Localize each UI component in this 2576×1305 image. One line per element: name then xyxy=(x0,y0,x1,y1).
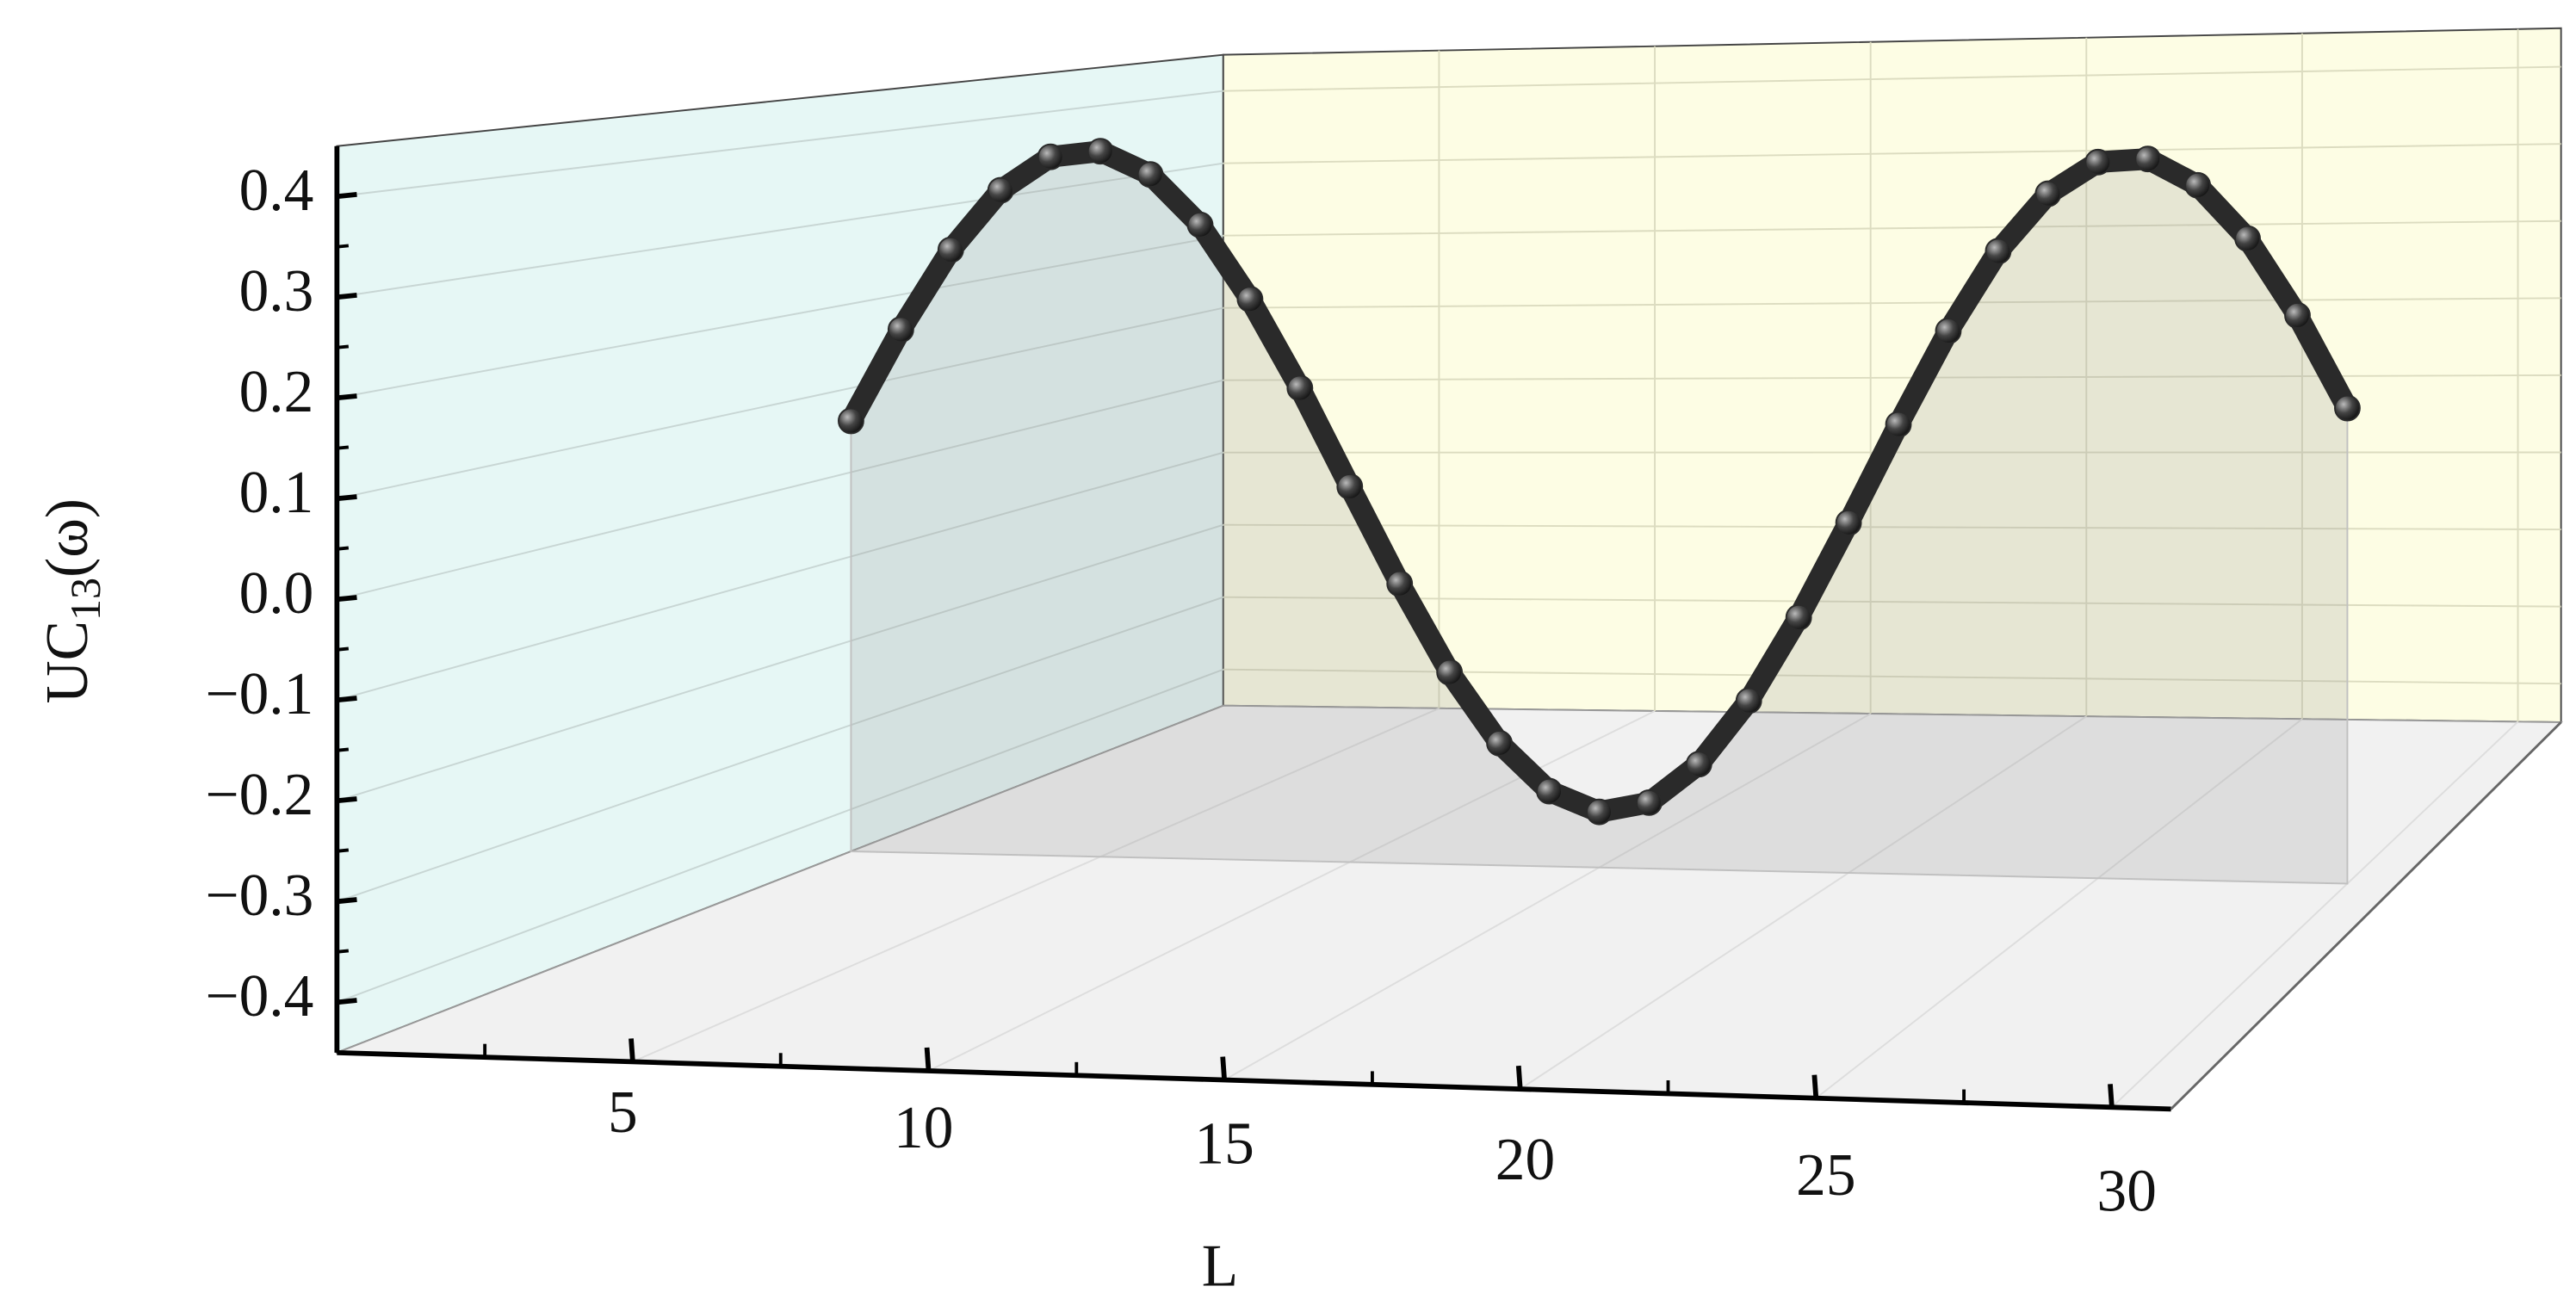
grid-line xyxy=(1520,715,2087,1090)
x-tick-label: 30 xyxy=(2097,1158,2157,1224)
x-tick xyxy=(1811,1074,1819,1098)
y-tick-label: 0.0 xyxy=(239,560,314,627)
data-point xyxy=(2184,171,2212,199)
x-tick-label: 5 xyxy=(608,1079,638,1146)
y-tick xyxy=(337,897,357,905)
y-tick xyxy=(337,494,357,502)
grid-line xyxy=(1223,297,2561,309)
y-label-tail: (ω) xyxy=(34,498,101,578)
y-label-main: UC xyxy=(34,621,101,703)
x-tick xyxy=(629,1038,635,1062)
y-tick xyxy=(337,192,357,200)
x-tick-label: 20 xyxy=(1495,1127,1555,1193)
data-point xyxy=(1136,161,1164,189)
grid-line xyxy=(632,707,1440,1063)
grid-line xyxy=(337,523,1224,802)
x-tick xyxy=(924,1047,932,1072)
data-point xyxy=(937,236,964,263)
y-tick xyxy=(337,393,357,401)
axes: −0.4 −0.3 −0.2 −0.1 0.0 0.1 0.2 0.3 0.4 5 10 15 20 25… xyxy=(205,158,2562,1224)
y-tick-label: 0.1 xyxy=(239,460,314,526)
data-point xyxy=(2134,145,2162,173)
grid-line xyxy=(1223,143,2561,164)
data-point xyxy=(1885,411,1912,438)
data-point xyxy=(1835,509,1862,536)
grid-line xyxy=(1223,220,2561,237)
y-tick xyxy=(337,293,357,300)
y-tick-label: 0.2 xyxy=(239,359,314,425)
y-tick xyxy=(337,796,357,804)
y-tick-label: −0.4 xyxy=(205,963,313,1030)
data-point xyxy=(1785,603,1812,631)
grid-line xyxy=(337,668,1224,1004)
grid-line xyxy=(337,90,1223,198)
data-point xyxy=(1087,138,1114,165)
y-minor-tick xyxy=(337,646,350,652)
grid-line xyxy=(337,162,1223,299)
data-point xyxy=(987,176,1014,204)
y-tick-label: −0.1 xyxy=(205,661,313,727)
grid-line xyxy=(1223,596,2561,608)
x-tick xyxy=(1220,1056,1228,1080)
x-tick-label: 15 xyxy=(1194,1110,1254,1177)
data-point xyxy=(1586,798,1613,826)
grid-line xyxy=(337,451,1224,702)
plot xyxy=(838,138,2361,885)
x-tick-label: 10 xyxy=(894,1095,953,1161)
data-point xyxy=(1186,211,1214,238)
x-axis-label: L xyxy=(1202,1233,1238,1299)
data-point xyxy=(1735,687,1762,714)
data-point xyxy=(1386,570,1414,597)
grid-line xyxy=(337,379,1224,601)
x-tick xyxy=(2108,1084,2115,1108)
grid-line xyxy=(337,234,1223,399)
y-axis-label: UC13(ω) xyxy=(34,498,109,704)
y-minor-tick xyxy=(337,445,350,450)
y-tick xyxy=(337,998,357,1005)
data-point xyxy=(838,407,864,435)
data-point xyxy=(2234,225,2261,252)
x-tick-label: 25 xyxy=(1796,1142,1855,1209)
grid-line xyxy=(337,596,1224,903)
data-point xyxy=(1336,473,1364,500)
y-tick xyxy=(337,595,357,603)
data-point xyxy=(1536,777,1563,805)
data-point xyxy=(887,316,914,343)
y-label-sub: 13 xyxy=(61,578,109,621)
y-tick-label: −0.3 xyxy=(205,863,313,929)
data-point xyxy=(1286,374,1314,402)
y-minor-tick xyxy=(337,546,350,551)
x-tick xyxy=(1515,1065,1523,1090)
grid-line xyxy=(1223,713,1872,1081)
data-point xyxy=(2284,301,2311,329)
y-tick-label: −0.2 xyxy=(205,762,313,828)
data-point xyxy=(2334,394,2361,422)
data-point xyxy=(1935,318,1962,344)
y-tick-label: 0.3 xyxy=(239,258,314,325)
y-minor-tick xyxy=(337,747,350,752)
grid-line xyxy=(1223,65,2561,92)
y-minor-tick xyxy=(337,949,350,954)
grid-line xyxy=(337,306,1224,500)
y-minor-tick xyxy=(337,244,350,249)
grid xyxy=(337,28,2561,1108)
y-tick-label: 0.4 xyxy=(239,158,314,224)
grid-line xyxy=(1223,523,2561,531)
y-tick xyxy=(337,696,357,703)
data-point xyxy=(1436,659,1464,686)
data-point xyxy=(1635,789,1663,816)
data-point xyxy=(2084,148,2112,176)
floor-edge xyxy=(2170,721,2562,1110)
grid-line xyxy=(1815,718,2303,1099)
x-axis xyxy=(337,1049,2171,1112)
data-point xyxy=(2034,180,2062,207)
data-point xyxy=(1486,729,1513,757)
data-point xyxy=(1985,238,2012,265)
data-point xyxy=(1685,751,1712,778)
grid-line xyxy=(2111,721,2519,1108)
y-minor-tick xyxy=(337,344,350,349)
data-point xyxy=(1236,286,1264,313)
data-point xyxy=(1037,143,1064,170)
